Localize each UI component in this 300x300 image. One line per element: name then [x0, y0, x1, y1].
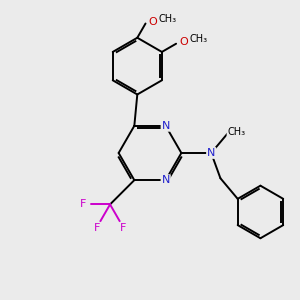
Text: F: F: [120, 223, 127, 233]
Text: F: F: [80, 200, 86, 209]
Text: CH₃: CH₃: [159, 14, 177, 24]
Text: O: O: [179, 37, 188, 47]
Text: O: O: [148, 17, 158, 27]
Text: N: N: [161, 175, 170, 185]
Text: N: N: [207, 148, 215, 158]
Text: N: N: [161, 121, 170, 131]
Text: CH₃: CH₃: [227, 127, 246, 137]
Text: CH₃: CH₃: [189, 34, 208, 44]
Text: F: F: [93, 223, 100, 233]
